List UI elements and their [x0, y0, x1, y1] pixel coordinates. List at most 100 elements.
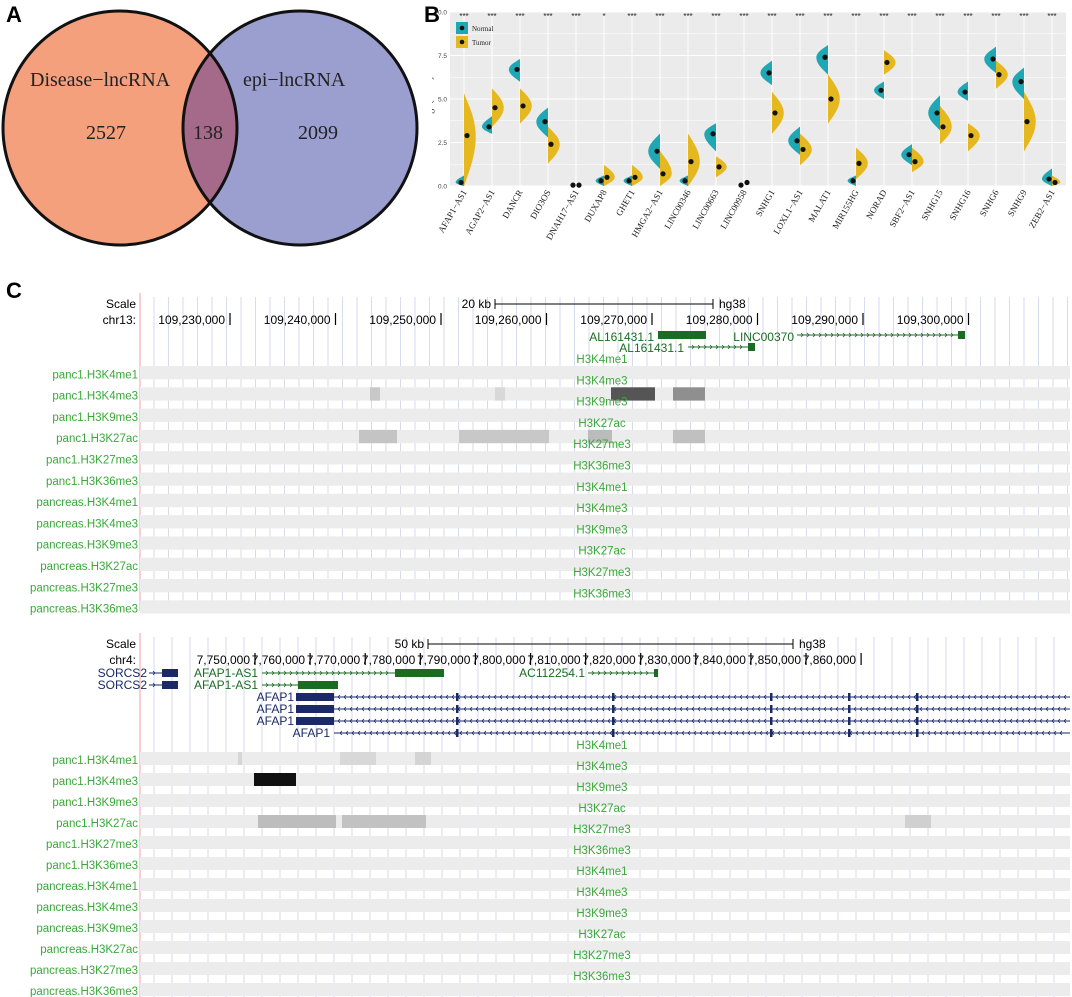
median-point-normal-21 — [1046, 176, 1052, 182]
track-center-label: H3K9me3 — [576, 524, 627, 536]
gene-label[interactable]: AFAP1-AS1 — [194, 678, 258, 692]
track-row — [140, 493, 1070, 508]
significance-label: *** — [991, 12, 1000, 21]
gene-label[interactable]: AFAP1 — [257, 714, 295, 728]
track-row — [140, 366, 1070, 380]
track-name[interactable]: pancreas.H3K4me1 — [36, 881, 138, 893]
coordinate-label: 109,250,000 — [369, 313, 436, 327]
track-name[interactable]: panc1.H3K4me3 — [52, 391, 138, 403]
track-name[interactable]: panc1.H3K36me3 — [46, 476, 138, 488]
violin-tumor-18 — [968, 123, 980, 152]
violin-tumor-2 — [520, 88, 532, 124]
violin-tumor-12 — [800, 133, 812, 166]
median-point-normal-9 — [710, 131, 716, 137]
gene-label[interactable]: AFAP1 — [293, 726, 331, 740]
gene-label[interactable]: AL161431.1 — [619, 341, 684, 355]
track-row — [140, 941, 1070, 954]
coordinate-label: 7,840,000 — [693, 653, 747, 667]
gene-label[interactable]: AC112254.1 — [519, 666, 585, 680]
median-point-tumor-7 — [660, 171, 666, 177]
track-name[interactable]: panc1.H3K27me3 — [46, 455, 138, 467]
median-point-tumor-17 — [940, 124, 946, 130]
median-point-tumor-2 — [520, 103, 526, 109]
median-point-tumor-19 — [996, 72, 1002, 78]
venn-left-circle — [3, 11, 237, 245]
chrom-label: chr13: — [103, 313, 136, 327]
track-center-label: H3K4me3 — [576, 375, 627, 387]
track-name[interactable]: panc1.H3K4me1 — [52, 755, 138, 767]
gene-label[interactable]: SORCS2 — [98, 666, 148, 680]
coordinate-label: 7,810,000 — [527, 653, 581, 667]
violin-tumor-6 — [632, 165, 643, 186]
track-name[interactable]: panc1.H3K4me1 — [52, 369, 138, 381]
significance-label: * — [602, 12, 605, 21]
venn-diagram: Disease−lncRNA epi−lncRNA 2527 138 2099 — [1, 9, 419, 247]
significance-label: *** — [739, 12, 748, 21]
gene-label[interactable]: SORCS2 — [98, 678, 148, 692]
significance-label: *** — [963, 12, 972, 21]
track-name[interactable]: pancreas.H3K27ac — [40, 944, 138, 956]
track-name[interactable]: panc1.H3K36me3 — [46, 860, 138, 872]
track-name[interactable]: panc1.H3K9me3 — [52, 797, 138, 809]
coordinate-label: 7,830,000 — [637, 653, 691, 667]
x-tick-label: AFAP1−AS1 — [436, 188, 469, 235]
track-name[interactable]: pancreas.H3K36me3 — [30, 604, 138, 616]
significance-label: *** — [907, 12, 916, 21]
track-center-label: H3K4me3 — [576, 761, 627, 773]
gene-label[interactable]: AFAP1 — [257, 690, 295, 704]
track-name[interactable]: pancreas.H3K27me3 — [30, 965, 138, 977]
chrom-label: chr4: — [109, 653, 136, 667]
violin-tumor-14 — [856, 147, 868, 180]
gene-label[interactable]: LINC00370 — [733, 330, 794, 344]
track-name[interactable]: panc1.H3K27ac — [56, 818, 138, 830]
gene-label[interactable]: AL161431.1 — [589, 330, 654, 344]
track-row — [140, 962, 1070, 975]
x-tick-label: ZEB2−AS1 — [1027, 188, 1057, 230]
median-point-normal-14 — [850, 178, 856, 184]
venn-right-label: epi−lncRNA — [243, 69, 346, 91]
track-row — [140, 515, 1070, 529]
gene-exon — [958, 331, 965, 339]
panel-letter-a: A — [6, 2, 22, 27]
x-tick-label: DUXAP8 — [582, 188, 609, 224]
track-name[interactable]: pancreas.H3K4me1 — [36, 497, 138, 509]
gene-label[interactable]: AFAP1-AS1 — [194, 666, 258, 680]
track-center-label: H3K27ac — [578, 929, 626, 941]
track-center-label: H3K36me3 — [573, 588, 631, 600]
track-name[interactable]: pancreas.H3K36me3 — [30, 986, 138, 997]
coordinate-label: 7,860,000 — [803, 653, 857, 667]
x-tick-label: MALAT1 — [806, 188, 832, 224]
track-name[interactable]: pancreas.H3K4me3 — [36, 518, 138, 530]
gene-exon — [298, 681, 338, 689]
median-point-tumor-15 — [884, 59, 890, 66]
coordinate-label: 109,270,000 — [580, 313, 647, 327]
track-name[interactable]: pancreas.H3K9me3 — [36, 923, 138, 935]
violin-tumor-19 — [996, 60, 1008, 89]
track-name[interactable]: pancreas.H3K27me3 — [30, 582, 138, 594]
median-point-normal-12 — [794, 138, 800, 144]
median-point-normal-18 — [962, 89, 968, 95]
track-name[interactable]: pancreas.H3K4me3 — [36, 902, 138, 914]
violin-normal-11 — [760, 60, 772, 86]
median-point-tumor-0 — [464, 132, 470, 139]
signal-peak — [415, 752, 431, 765]
median-point-normal-7 — [654, 148, 660, 154]
track-center-label: H3K27ac — [578, 546, 626, 558]
track-name[interactable]: pancreas.H3K27ac — [40, 561, 138, 573]
track-row — [140, 983, 1070, 996]
coordinate-label: 109,240,000 — [264, 313, 331, 327]
track-name[interactable]: panc1.H3K4me3 — [52, 776, 138, 788]
x-tick-label: LINC00663 — [690, 188, 721, 231]
gene-label[interactable]: AFAP1 — [257, 702, 295, 716]
track-center-label: H3K27me3 — [573, 439, 631, 451]
coordinate-label: 7,850,000 — [748, 653, 802, 667]
significance-label: *** — [1047, 12, 1056, 21]
track-name[interactable]: panc1.H3K9me3 — [52, 412, 138, 424]
scale-label: Scale — [106, 637, 136, 651]
y-tick-label: 10.0 — [434, 10, 447, 17]
track-name[interactable]: panc1.H3K27ac — [56, 433, 138, 445]
track-name[interactable]: panc1.H3K27me3 — [46, 839, 138, 851]
violin-tumor-15 — [884, 50, 896, 75]
track-name[interactable]: pancreas.H3K9me3 — [36, 540, 138, 552]
